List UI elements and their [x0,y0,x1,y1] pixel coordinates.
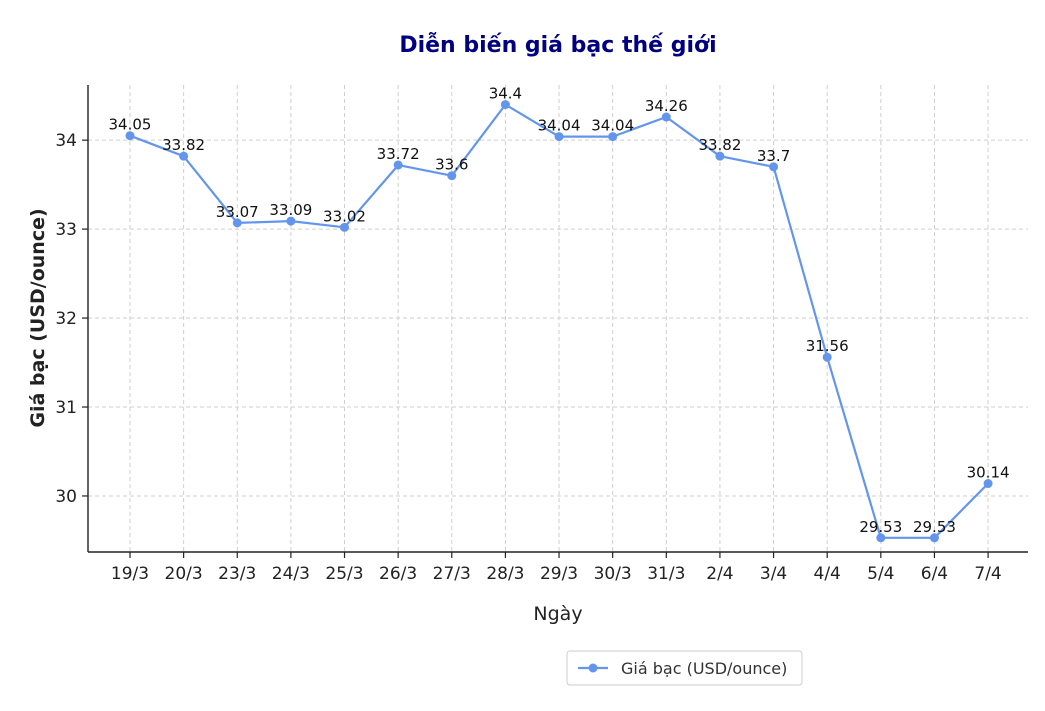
legend: Giá bạc (USD/ounce) [566,650,803,686]
x-tick-label: 7/4 [974,564,1001,584]
data-point [929,533,939,543]
data-label: 33.07 [216,203,259,221]
data-label: 33.7 [757,147,790,165]
data-label: 34.04 [591,117,634,135]
data-label: 31.56 [806,337,849,355]
chart-title: Diễn biến giá bạc thế giới [399,33,716,58]
data-labels: 34.05 33.82 33.07 33.09 33.02 33.72 33.6 34.4 34… [109,85,1010,536]
data-label: 33.02 [323,207,366,225]
x-tick-label: 28/3 [486,564,524,584]
x-tick-label: 5/4 [867,564,894,584]
x-tick-label: 19/3 [111,564,149,584]
data-label: 33.82 [162,136,205,154]
x-tick-label: 4/4 [814,564,841,584]
x-tick-label: 6/4 [921,564,948,584]
data-label: 33.82 [698,136,741,154]
y-axis-title: Giá bạc (USD/ounce) [27,208,49,427]
data-label: 33.6 [435,156,468,174]
x-tick-label: 25/3 [325,564,363,584]
legend-marker-swatch [588,663,598,673]
x-axis-title: Ngày [533,603,582,625]
data-point [876,533,886,543]
y-tick-label: 31 [55,398,77,418]
data-point [447,171,457,181]
x-tick-label: 2/4 [706,564,733,584]
data-point [125,131,135,141]
x-tick-label: 20/3 [165,564,203,584]
data-label: 29.53 [859,518,902,536]
data-point [179,151,189,161]
y-tick-label: 34 [55,131,77,151]
data-label: 34.04 [538,117,581,135]
data-point [554,132,564,142]
data-point [983,479,993,489]
x-tick-label: 26/3 [379,564,417,584]
data-label: 34.05 [109,116,152,134]
x-axis-ticks: 19/3 20/3 23/3 24/3 25/3 26/3 27/3 28/3 29/3 30/3… [111,552,1002,584]
x-tick-label: 27/3 [433,564,471,584]
data-point [232,218,242,228]
y-axis-ticks: 30 31 32 33 34 [55,131,88,507]
x-tick-label: 3/4 [760,564,787,584]
data-point [769,162,779,172]
data-point [608,132,618,142]
data-point [822,352,832,362]
data-point [715,151,725,161]
data-label: 33.72 [377,145,420,163]
data-label: 30.14 [967,464,1010,482]
data-point [286,216,296,226]
grid-lines [88,85,1028,552]
data-point [340,222,350,232]
x-tick-label: 30/3 [594,564,632,584]
data-point [500,100,510,110]
data-point [661,112,671,122]
x-tick-label: 23/3 [218,564,256,584]
x-tick-label: 29/3 [540,564,578,584]
data-label: 29.53 [913,518,956,536]
data-label: 34.4 [489,85,522,103]
y-tick-label: 33 [55,220,77,240]
series-layer [125,100,993,543]
y-tick-label: 30 [55,487,77,507]
data-label: 34.26 [645,97,688,115]
legend-box [566,650,803,686]
x-tick-label: 24/3 [272,564,310,584]
x-tick-label: 31/3 [647,564,685,584]
data-label: 33.09 [269,201,312,219]
data-point [393,160,403,170]
legend-entry-label: Giá bạc (USD/ounce) [621,659,787,678]
y-tick-label: 32 [55,309,77,329]
